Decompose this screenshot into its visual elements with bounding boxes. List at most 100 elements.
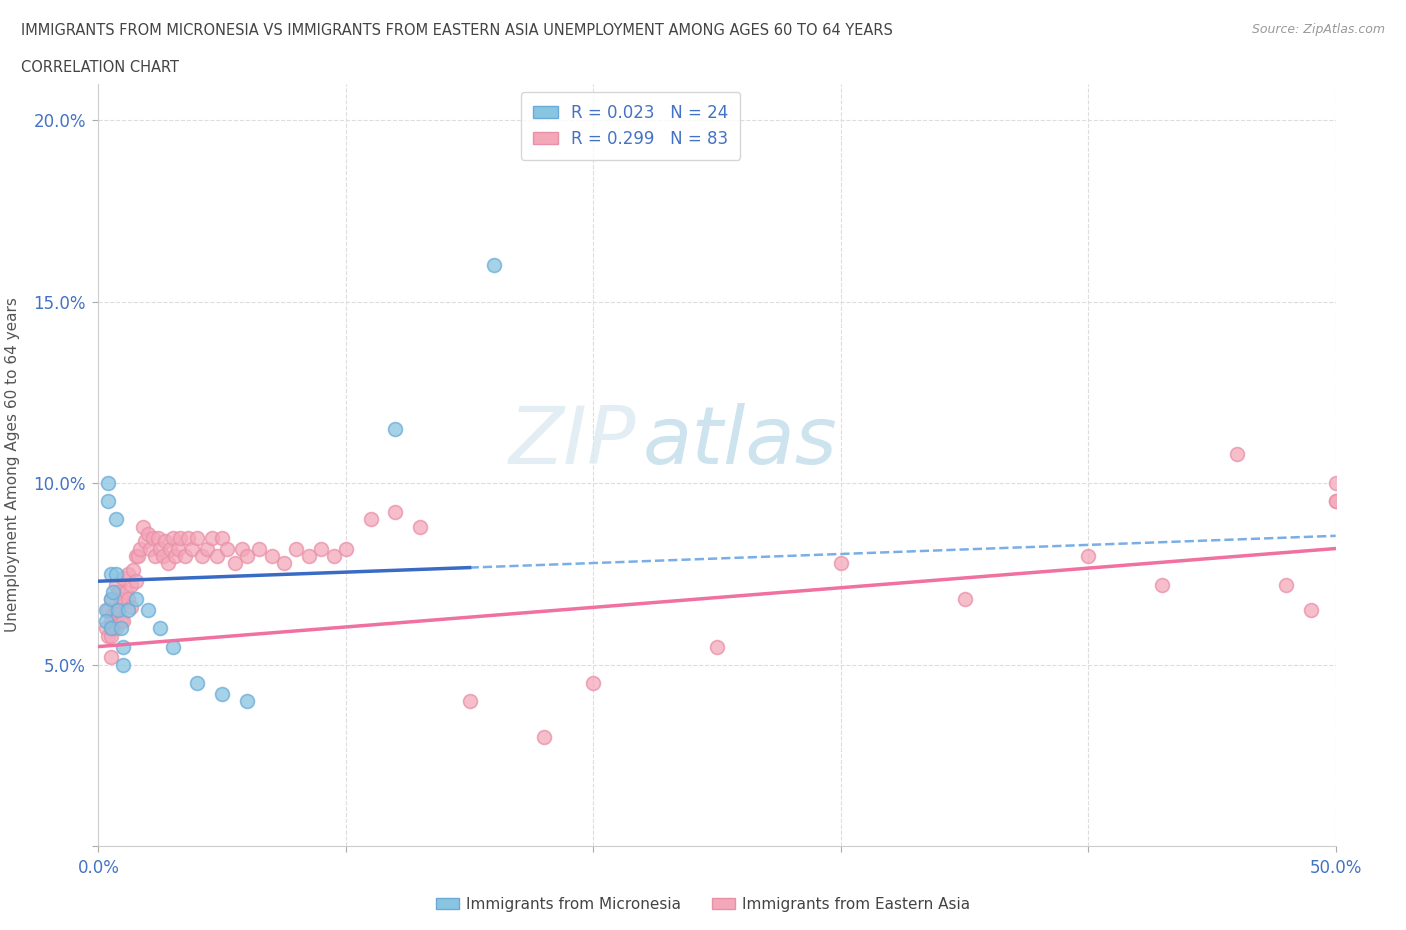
Point xyxy=(149,621,172,636)
Text: ZIP: ZIP xyxy=(509,403,637,481)
Legend: R = 0.023   N = 24, R = 0.299   N = 83: R = 0.023 N = 24, R = 0.299 N = 83 xyxy=(522,92,740,160)
Point xyxy=(533,730,555,745)
Point xyxy=(129,541,152,556)
Point xyxy=(117,591,139,606)
Point xyxy=(1226,446,1249,461)
Point xyxy=(217,541,239,556)
Point xyxy=(162,530,184,545)
Point xyxy=(114,585,136,600)
Point xyxy=(124,591,146,606)
Text: atlas: atlas xyxy=(643,403,838,481)
Point xyxy=(103,585,125,600)
Point xyxy=(104,578,127,592)
Point xyxy=(120,578,142,592)
Point xyxy=(97,629,120,644)
Point xyxy=(211,686,233,701)
Point xyxy=(104,512,127,527)
Point xyxy=(1324,494,1347,509)
Point xyxy=(107,585,129,600)
Point xyxy=(1324,476,1347,491)
Legend: Immigrants from Micronesia, Immigrants from Eastern Asia: Immigrants from Micronesia, Immigrants f… xyxy=(429,891,977,918)
Point xyxy=(260,549,283,564)
Point xyxy=(139,541,162,556)
Point xyxy=(112,658,135,672)
Point xyxy=(174,549,197,564)
Point xyxy=(231,541,253,556)
Point xyxy=(155,534,177,549)
Point xyxy=(236,549,259,564)
Point xyxy=(309,541,332,556)
Point xyxy=(191,549,214,564)
Point xyxy=(124,574,146,589)
Point xyxy=(165,549,187,564)
Point xyxy=(205,549,228,564)
Text: IMMIGRANTS FROM MICRONESIA VS IMMIGRANTS FROM EASTERN ASIA UNEMPLOYMENT AMONG AG: IMMIGRANTS FROM MICRONESIA VS IMMIGRANTS… xyxy=(21,23,893,38)
Point xyxy=(186,530,208,545)
Point xyxy=(176,530,198,545)
Point xyxy=(166,541,188,556)
Point xyxy=(458,694,481,709)
Point xyxy=(149,541,172,556)
Y-axis label: Unemployment Among Ages 60 to 64 years: Unemployment Among Ages 60 to 64 years xyxy=(4,298,20,632)
Point xyxy=(124,549,146,564)
Point xyxy=(201,530,224,545)
Point xyxy=(195,541,218,556)
Point xyxy=(298,549,321,564)
Point xyxy=(181,541,204,556)
Point xyxy=(107,606,129,621)
Point xyxy=(127,549,149,564)
Point xyxy=(247,541,270,556)
Point xyxy=(162,639,184,654)
Point xyxy=(1299,603,1322,618)
Point xyxy=(285,541,308,556)
Point xyxy=(97,603,120,618)
Point xyxy=(236,694,259,709)
Point xyxy=(103,606,125,621)
Point xyxy=(132,519,155,534)
Point xyxy=(122,563,145,578)
Point xyxy=(136,526,159,541)
Point xyxy=(159,541,181,556)
Point xyxy=(117,566,139,581)
Point xyxy=(335,541,357,556)
Point xyxy=(409,519,432,534)
Point xyxy=(136,603,159,618)
Point xyxy=(322,549,344,564)
Point xyxy=(156,555,179,570)
Point xyxy=(104,621,127,636)
Point xyxy=(384,505,406,520)
Point xyxy=(224,555,246,570)
Point xyxy=(100,650,122,665)
Point xyxy=(104,566,127,581)
Point xyxy=(484,258,506,272)
Point xyxy=(582,675,605,690)
Point xyxy=(100,614,122,629)
Point xyxy=(1077,549,1099,564)
Point xyxy=(134,534,156,549)
Text: CORRELATION CHART: CORRELATION CHART xyxy=(21,60,179,75)
Point xyxy=(112,614,135,629)
Point xyxy=(110,621,132,636)
Point xyxy=(112,570,135,585)
Point xyxy=(273,555,295,570)
Point xyxy=(384,421,406,436)
Point xyxy=(953,591,976,606)
Point xyxy=(1324,494,1347,509)
Point xyxy=(152,549,174,564)
Point xyxy=(120,599,142,614)
Point xyxy=(94,614,117,629)
Point xyxy=(100,566,122,581)
Point xyxy=(117,603,139,618)
Point xyxy=(186,675,208,690)
Point xyxy=(100,629,122,644)
Point xyxy=(830,555,852,570)
Point xyxy=(97,494,120,509)
Point xyxy=(100,591,122,606)
Point xyxy=(360,512,382,527)
Point xyxy=(110,591,132,606)
Point xyxy=(112,639,135,654)
Point xyxy=(97,476,120,491)
Point xyxy=(94,603,117,618)
Point xyxy=(1275,578,1298,592)
Point xyxy=(100,621,122,636)
